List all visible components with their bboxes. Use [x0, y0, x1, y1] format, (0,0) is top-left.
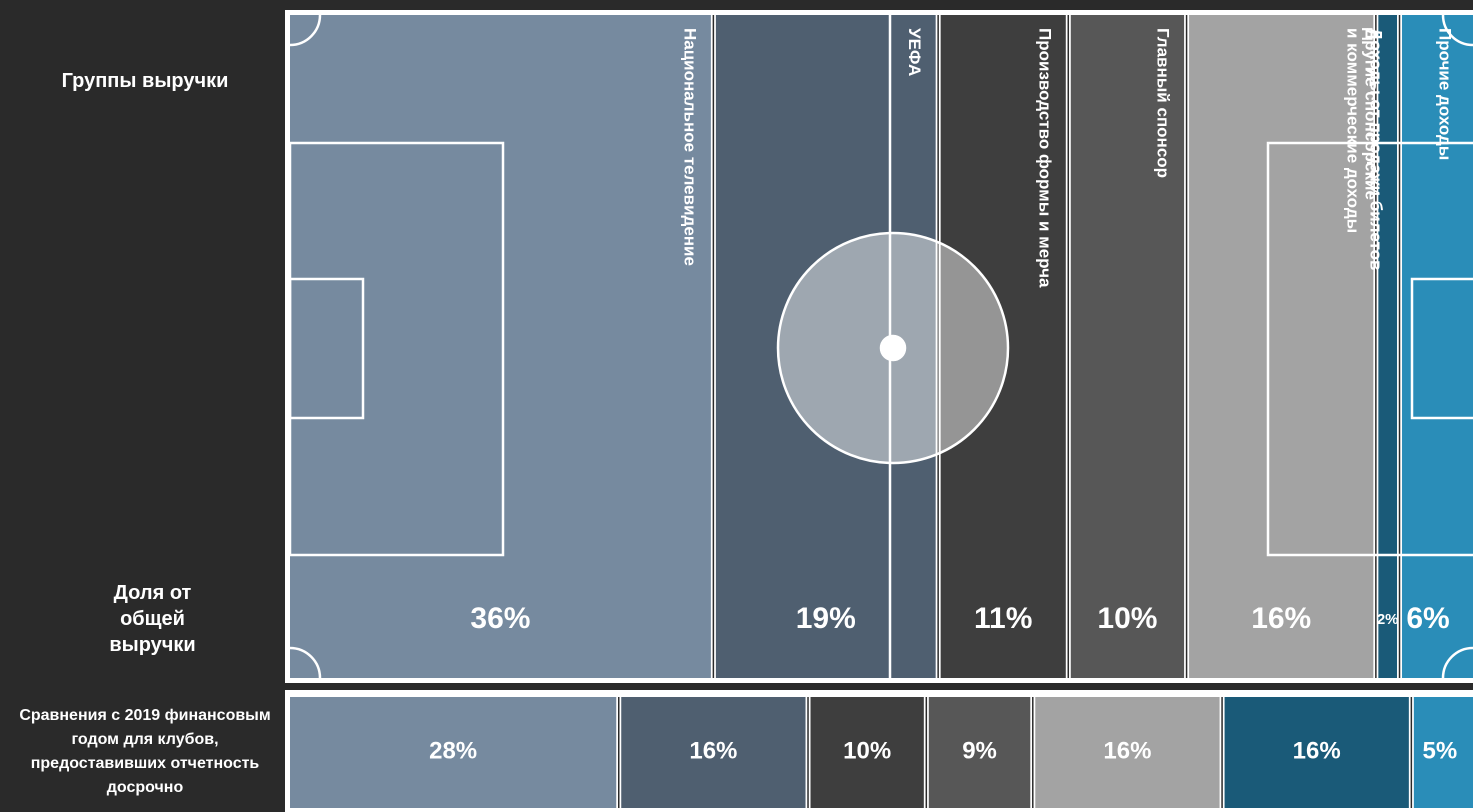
row-label: Доля от общей выручки: [109, 582, 196, 656]
value-label: 19%: [796, 602, 856, 635]
segment: [1035, 697, 1220, 808]
segment-label: Национальное телевидение: [680, 28, 699, 266]
row-label: Сравнения с 2019 финансовым годом для кл…: [19, 707, 271, 796]
segment: [928, 697, 1031, 808]
segment: [621, 697, 806, 808]
value-label: 28%: [429, 737, 477, 764]
segment: [1413, 697, 1473, 808]
value-label: 6%: [1406, 602, 1449, 635]
segment: [1189, 15, 1374, 678]
segment: [290, 15, 711, 678]
segment: [1224, 697, 1409, 808]
value-label: 16%: [689, 737, 737, 764]
segment-label: Производство формы и мерча: [1035, 28, 1054, 288]
segment-label: УЕФА: [905, 28, 924, 76]
value-label: 2%: [1377, 611, 1399, 628]
segment: [1378, 15, 1398, 678]
segment: [1070, 15, 1185, 678]
segment: [1402, 15, 1473, 678]
segment: [940, 15, 1066, 678]
segment-label: Главный спонсор: [1154, 28, 1173, 178]
value-label: 10%: [1097, 602, 1157, 635]
value-label: 11%: [974, 602, 1032, 635]
row-label: Группы выручки: [61, 70, 229, 92]
value-label: 36%: [470, 602, 530, 635]
value-label: 16%: [1251, 602, 1311, 635]
value-label: 10%: [843, 737, 891, 764]
value-label: 5%: [1423, 737, 1458, 764]
segment-label: Другие спонсорские и коммерческие доходы: [1343, 28, 1380, 233]
segment: [290, 697, 617, 808]
value-label: 16%: [1293, 737, 1341, 764]
pitch-lines: [288, 14, 1473, 679]
segment: [810, 697, 924, 808]
value-label: 9%: [962, 737, 997, 764]
value-label: 16%: [1103, 737, 1151, 764]
segment-label: Прочие доходы: [1436, 28, 1455, 160]
segment-label: Доходы от продажи билетов: [1367, 28, 1386, 271]
